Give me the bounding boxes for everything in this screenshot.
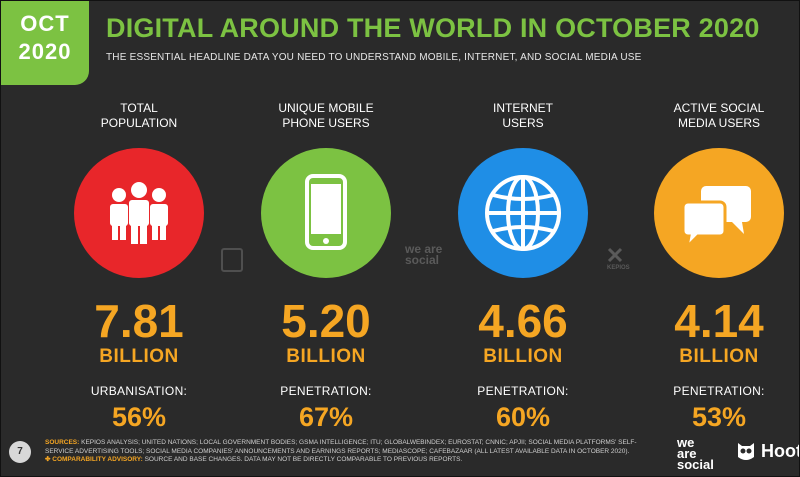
stat-percent: 53% [691,402,747,432]
footer: 7 SOURCES: KEPIOS ANALYSIS; UNITED NATIO… [1,431,799,476]
owl-logo-icon [738,443,754,461]
stat-unit: BILLION [99,346,179,367]
badge-month: OCT [20,11,70,36]
stat-percent: 56% [111,402,167,432]
page-number: 7 [9,441,31,463]
sources-note: SOURCES: KEPIOS ANALYSIS; UNITED NATIONS… [45,439,637,463]
owl-watermark-icon [221,248,243,272]
we-are-social-watermark: we are social [405,242,443,267]
stat-value: 5.20 [281,295,371,347]
globe-icon [458,148,588,278]
speech-bubbles-icon [654,148,784,278]
stat-label: UNIQUE MOBILE PHONE USERS [278,101,374,130]
kepios-watermark: KEPIOS [607,247,630,271]
we-are-social-logo: we are social [677,435,714,472]
stat-sub-label: URBANISATION: [90,384,188,398]
stat-active-social-media-users: ACTIVE SOCIAL MEDIA USERS 4.14 BILLION P… [634,101,799,433]
stat-percent: 67% [298,402,354,432]
stat-unit: BILLION [483,346,563,367]
stat-unit: BILLION [286,346,366,367]
mobile-phone-icon [261,148,391,278]
stat-label: ACTIVE SOCIAL MEDIA USERS [673,101,765,130]
date-badge: OCT 2020 [1,1,89,85]
people-icon [74,148,204,278]
stat-sub-label: PENETRATION: [280,384,372,398]
badge-year: 2020 [18,39,72,64]
stat-unit: BILLION [679,346,759,367]
page-title: DIGITAL AROUND THE WORLD IN OCTOBER 2020 [106,13,760,43]
stat-internet-users: INTERNET USERS 4.66 BILLION PENETRATION:… [438,101,608,433]
stat-unique-mobile-users: UNIQUE MOBILE PHONE USERS 5.20 BILLION P… [241,101,411,433]
stat-value: 4.66 [478,295,568,347]
stat-value: 7.81 [94,295,184,347]
stat-total-population: TOTAL POPULATION [54,101,224,433]
stat-label: TOTAL POPULATION [100,101,178,130]
kepios-logo-icon [607,247,623,263]
stat-sub-label: PENETRATION: [673,384,765,398]
stat-value: 4.14 [674,295,764,347]
stat-sub-label: PENETRATION: [477,384,569,398]
stat-percent: 60% [495,402,551,432]
stat-label: INTERNET USERS [493,101,553,130]
hootsuite-logo: Hootsuite [736,441,799,463]
page-subtitle: THE ESSENTIAL HEADLINE DATA YOU NEED TO … [106,52,642,63]
